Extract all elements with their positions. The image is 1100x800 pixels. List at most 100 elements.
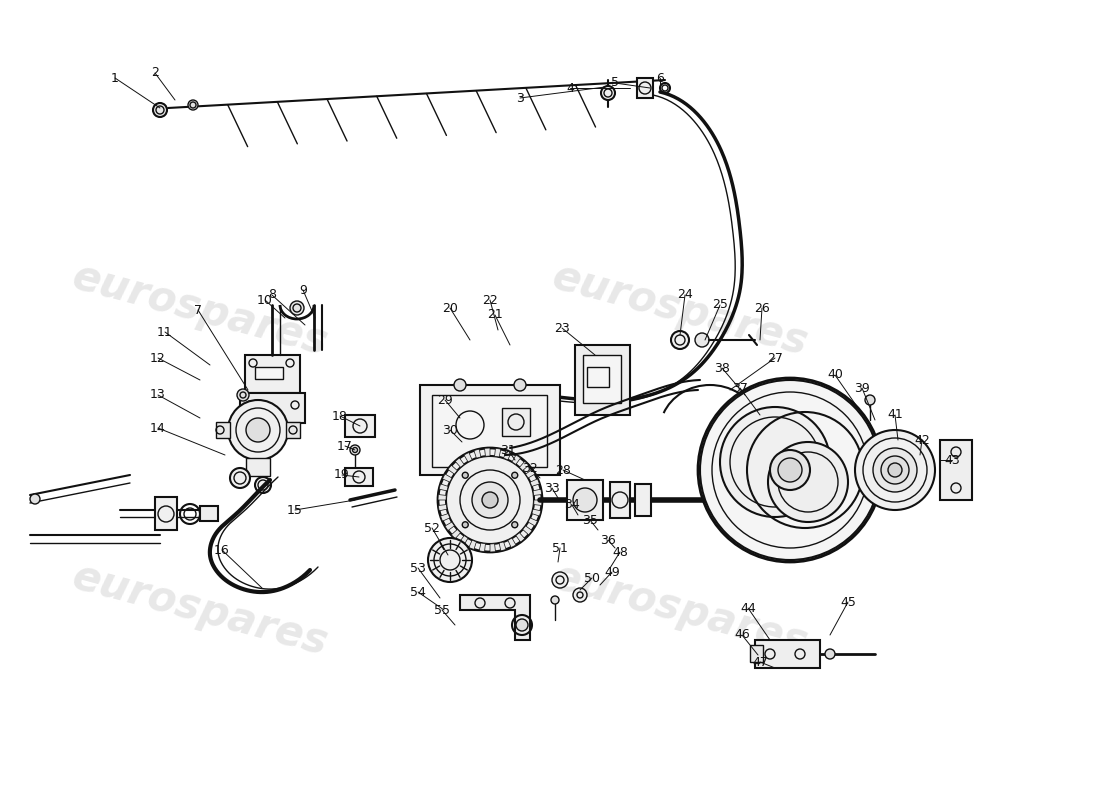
Bar xyxy=(610,482,630,518)
Circle shape xyxy=(865,395,874,405)
Polygon shape xyxy=(455,458,464,467)
Text: eurospares: eurospares xyxy=(548,256,813,364)
Text: 24: 24 xyxy=(678,289,693,302)
Circle shape xyxy=(350,445,360,455)
Text: 41: 41 xyxy=(887,409,903,422)
Circle shape xyxy=(428,538,472,582)
Circle shape xyxy=(516,619,528,631)
Polygon shape xyxy=(522,526,532,534)
Bar xyxy=(255,367,283,379)
Polygon shape xyxy=(490,544,495,552)
Text: 40: 40 xyxy=(827,369,843,382)
Text: 53: 53 xyxy=(410,562,426,574)
Bar xyxy=(635,484,651,516)
Polygon shape xyxy=(474,449,481,458)
Circle shape xyxy=(873,448,917,492)
Bar xyxy=(216,422,230,438)
Circle shape xyxy=(255,477,271,493)
Text: 38: 38 xyxy=(714,362,730,374)
Circle shape xyxy=(230,468,250,488)
Circle shape xyxy=(290,301,304,315)
Polygon shape xyxy=(485,448,490,456)
Text: 9: 9 xyxy=(299,283,307,297)
Text: eurospares: eurospares xyxy=(548,556,813,664)
Circle shape xyxy=(30,494,40,504)
Circle shape xyxy=(462,522,469,528)
Circle shape xyxy=(228,400,288,460)
Circle shape xyxy=(551,596,559,604)
Text: 16: 16 xyxy=(214,543,230,557)
Text: 20: 20 xyxy=(442,302,458,314)
Polygon shape xyxy=(504,450,512,460)
Bar xyxy=(420,385,560,475)
Text: 8: 8 xyxy=(268,289,276,302)
Circle shape xyxy=(768,442,848,522)
Circle shape xyxy=(512,472,518,478)
Circle shape xyxy=(888,463,902,477)
Circle shape xyxy=(855,430,935,510)
Text: 15: 15 xyxy=(287,503,303,517)
Text: 44: 44 xyxy=(740,602,756,614)
Text: 50: 50 xyxy=(584,571,600,585)
Circle shape xyxy=(720,407,830,517)
Polygon shape xyxy=(438,505,447,511)
Polygon shape xyxy=(451,530,461,538)
Polygon shape xyxy=(460,595,530,640)
Text: 6: 6 xyxy=(656,71,664,85)
Text: 34: 34 xyxy=(564,498,580,511)
Text: 25: 25 xyxy=(712,298,728,311)
Text: 27: 27 xyxy=(767,351,783,365)
Circle shape xyxy=(514,379,526,391)
Text: eurospares: eurospares xyxy=(67,556,332,664)
Text: 1: 1 xyxy=(111,71,119,85)
Text: 37: 37 xyxy=(733,382,748,394)
Text: 18: 18 xyxy=(332,410,348,422)
Circle shape xyxy=(573,488,597,512)
Text: 19: 19 xyxy=(334,469,350,482)
Polygon shape xyxy=(508,538,516,547)
Circle shape xyxy=(454,379,466,391)
Text: 26: 26 xyxy=(755,302,770,314)
Circle shape xyxy=(770,450,810,490)
Text: 22: 22 xyxy=(482,294,498,306)
Bar xyxy=(432,395,547,467)
Text: 30: 30 xyxy=(442,423,458,437)
Polygon shape xyxy=(460,535,467,545)
Text: 13: 13 xyxy=(150,389,166,402)
Text: 36: 36 xyxy=(601,534,616,546)
Polygon shape xyxy=(530,479,539,486)
Bar xyxy=(345,468,373,486)
Polygon shape xyxy=(519,462,529,470)
Polygon shape xyxy=(534,489,541,495)
Bar xyxy=(587,367,609,387)
Text: 47: 47 xyxy=(752,655,768,669)
Text: 14: 14 xyxy=(150,422,166,434)
Circle shape xyxy=(462,472,469,478)
Bar xyxy=(155,497,177,530)
Text: 55: 55 xyxy=(434,603,450,617)
Polygon shape xyxy=(526,470,535,478)
Circle shape xyxy=(601,86,615,100)
Circle shape xyxy=(825,649,835,659)
Polygon shape xyxy=(440,514,450,521)
Bar xyxy=(345,415,375,437)
Circle shape xyxy=(700,380,880,560)
Text: 48: 48 xyxy=(612,546,628,558)
Circle shape xyxy=(512,522,518,528)
Text: 51: 51 xyxy=(552,542,568,554)
Polygon shape xyxy=(528,518,538,526)
Bar xyxy=(575,345,630,415)
Text: 10: 10 xyxy=(257,294,273,306)
Text: 3: 3 xyxy=(516,91,524,105)
Text: 11: 11 xyxy=(157,326,173,338)
Polygon shape xyxy=(495,448,500,457)
Circle shape xyxy=(246,418,270,442)
Text: 29: 29 xyxy=(437,394,453,406)
Text: 21: 21 xyxy=(487,309,503,322)
Bar xyxy=(200,506,218,521)
Polygon shape xyxy=(750,645,763,662)
Circle shape xyxy=(438,448,542,552)
Bar xyxy=(637,78,653,98)
Text: eurospares: eurospares xyxy=(67,256,332,364)
Circle shape xyxy=(236,389,249,401)
